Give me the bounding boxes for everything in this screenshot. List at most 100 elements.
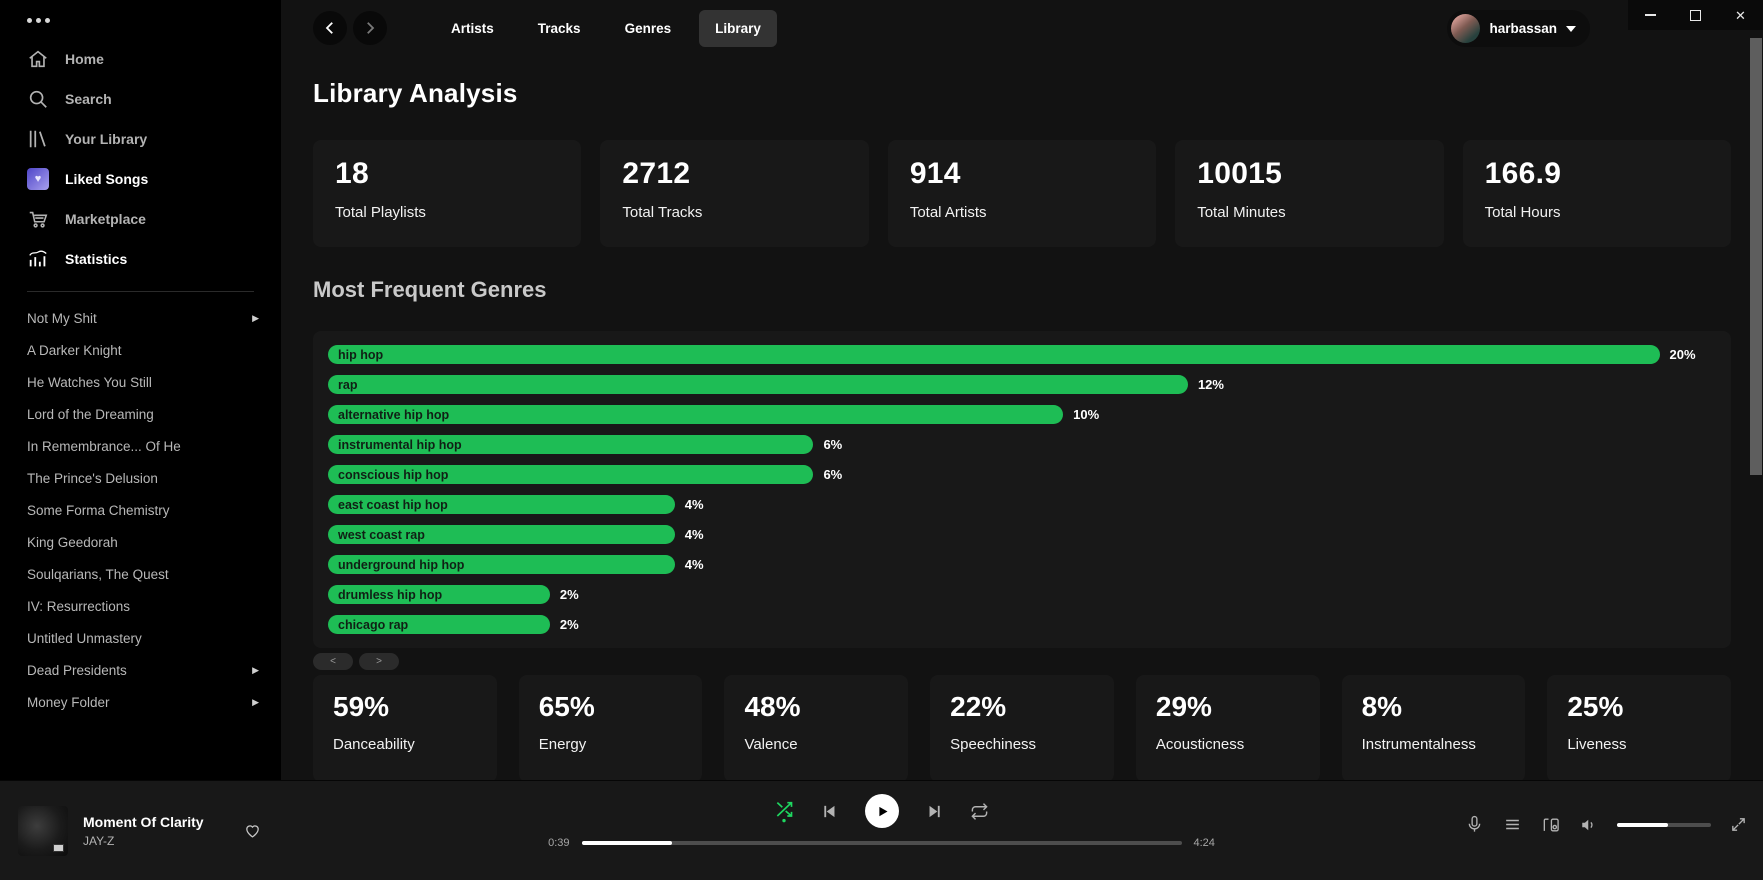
genre-percent: 4% <box>684 557 704 572</box>
genre-bar: drumless hip hop <box>328 585 550 604</box>
sidebar-item-liked-songs[interactable]: ♥ Liked Songs <box>0 159 281 199</box>
tab[interactable]: Tracks <box>522 10 597 47</box>
audio-feature-cards: 59% Danceability 65% Energy 48% Valence … <box>313 675 1732 781</box>
pager-next-button[interactable]: > <box>359 653 399 670</box>
feature-card: 8% Instrumentalness <box>1341 675 1526 781</box>
track-title[interactable]: Moment Of Clarity <box>83 813 204 830</box>
playlist-item[interactable]: Some Forma Chemistry ▶ <box>0 494 281 526</box>
forward-button[interactable] <box>353 11 387 45</box>
genre-label: drumless hip hop <box>338 587 443 602</box>
stat-value: 2712 <box>622 157 691 190</box>
queue-icon[interactable] <box>1503 815 1522 834</box>
genre-percent: 4% <box>684 497 704 512</box>
feature-card: 65% Energy <box>518 675 703 781</box>
genre-bar: alternative hip hop <box>328 405 1064 424</box>
stat-card: 10015 Total Minutes <box>1175 140 1444 247</box>
sidebar-item-your-library[interactable]: Your Library <box>0 119 281 159</box>
genre-bar-row: alternative hip hop 10% <box>328 405 1715 424</box>
stat-value: 10015 <box>1197 157 1283 190</box>
sidebar-item-marketplace[interactable]: Marketplace <box>0 199 281 239</box>
playlist-item[interactable]: A Darker Knight ▶ <box>0 334 281 366</box>
next-track-button[interactable] <box>926 803 943 820</box>
genres-section-title: Most Frequent Genres <box>313 277 547 302</box>
total-time: 4:24 <box>1193 837 1215 849</box>
repeat-button[interactable] <box>970 802 989 821</box>
close-button[interactable]: ✕ <box>1718 0 1763 30</box>
library-analysis-page: Library Analysis 18 Total Playlists 2712… <box>281 78 1763 781</box>
playlist-item[interactable]: The Prince's Delusion ▶ <box>0 462 281 494</box>
genre-label: underground hip hop <box>338 557 465 572</box>
volume-slider-fill <box>1617 822 1668 827</box>
stat-label: Total Artists <box>909 204 987 221</box>
volume-icon[interactable] <box>1580 816 1598 834</box>
track-artist[interactable]: JAY-Z <box>83 833 115 848</box>
playlist-item[interactable]: King Geedorah ▶ <box>0 526 281 558</box>
genre-bar: chicago rap <box>328 615 550 634</box>
playlist-name: Some Forma Chemistry <box>27 502 170 518</box>
tab[interactable]: Artists <box>435 10 510 47</box>
chevron-right-icon: ▶ <box>252 696 259 707</box>
progress-row: 0:39 4:24 <box>538 837 1226 849</box>
genre-percent: 6% <box>823 437 843 452</box>
maximize-button[interactable] <box>1673 0 1718 30</box>
feature-value: 25% <box>1567 691 1624 722</box>
feature-card: 22% Speechiness <box>930 675 1114 781</box>
playlist-item[interactable]: Dead Presidents ▶ <box>0 654 281 686</box>
playlist-item[interactable]: Not My Shit ▶ <box>0 302 281 334</box>
album-art[interactable] <box>18 805 68 856</box>
sidebar-item-search[interactable]: Search <box>0 79 281 119</box>
connect-device-icon[interactable] <box>1541 815 1561 835</box>
playlist-item[interactable]: IV: Resurrections ▶ <box>0 590 281 622</box>
chevron-right-icon: ▶ <box>252 312 259 323</box>
stats-tabs: Artists Tracks Genres Library <box>435 9 777 47</box>
fullscreen-icon[interactable] <box>1730 816 1747 833</box>
feature-value: 29% <box>1155 691 1212 722</box>
genre-percent: 20% <box>1669 347 1696 362</box>
pager-prev-button[interactable]: < <box>313 653 353 670</box>
user-menu[interactable]: harbassan <box>1447 10 1590 47</box>
seek-bar[interactable] <box>581 841 1182 845</box>
scrollbar-thumb[interactable] <box>1750 38 1762 475</box>
sidebar-item-home[interactable]: Home <box>0 39 281 79</box>
stat-card: 914 Total Artists <box>887 140 1157 247</box>
playlist-name: Not My Shit <box>27 310 97 326</box>
playlist-name: The Prince's Delusion <box>27 470 158 486</box>
playlist-item[interactable]: He Watches You Still ▶ <box>0 366 281 398</box>
playlist-name: Dead Presidents <box>27 662 127 678</box>
previous-track-button[interactable] <box>821 803 838 820</box>
playlist-name: Money Folder <box>27 694 110 710</box>
playlist-name: Lord of the Dreaming <box>27 406 154 422</box>
feature-card: 25% Liveness <box>1547 675 1732 781</box>
playlist-item[interactable]: Untitled Unmastery ▶ <box>0 622 281 654</box>
playlist-item[interactable]: Soulqarians, The Quest ▶ <box>0 558 281 590</box>
feature-label: Speechiness <box>950 736 1037 753</box>
back-button[interactable] <box>313 11 347 45</box>
playlist-item[interactable]: Money Folder ▶ <box>0 686 281 718</box>
feature-value: 22% <box>950 691 1007 722</box>
play-button[interactable] <box>865 794 899 828</box>
close-icon: ✕ <box>1735 7 1746 23</box>
genre-bar-row: drumless hip hop 2% <box>328 585 1715 604</box>
genre-bar: underground hip hop <box>328 555 675 574</box>
more-menu-button[interactable] <box>0 0 281 29</box>
tab[interactable]: Library <box>699 9 777 47</box>
playlist-name: Soulqarians, The Quest <box>27 566 169 582</box>
player-bar: Moment Of Clarity JAY-Z <box>0 780 1763 880</box>
volume-slider[interactable] <box>1617 822 1711 827</box>
shuffle-button[interactable] <box>774 799 794 823</box>
lyrics-mic-icon[interactable] <box>1465 815 1484 834</box>
sidebar-item-label: Liked Songs <box>65 171 149 187</box>
page-title: Library Analysis <box>313 78 518 108</box>
now-playing: Moment Of Clarity JAY-Z <box>18 781 261 880</box>
feature-value: 8% <box>1361 691 1403 722</box>
tab[interactable]: Genres <box>609 10 688 47</box>
sidebar-item-statistics[interactable]: Statistics <box>0 239 281 279</box>
like-button[interactable] <box>244 822 261 839</box>
playlist-item[interactable]: Lord of the Dreaming ▶ <box>0 398 281 430</box>
minimize-button[interactable] <box>1628 0 1673 30</box>
genre-percent: 6% <box>823 467 843 482</box>
sidebar-item-label: Statistics <box>65 251 128 267</box>
playlist-item[interactable]: In Remembrance... Of He ▶ <box>0 430 281 462</box>
genres-bar-chart: hip hop 20% rap 12% alternative hip hop … <box>313 331 1731 648</box>
genre-bar-row: west coast rap 4% <box>328 525 1715 544</box>
